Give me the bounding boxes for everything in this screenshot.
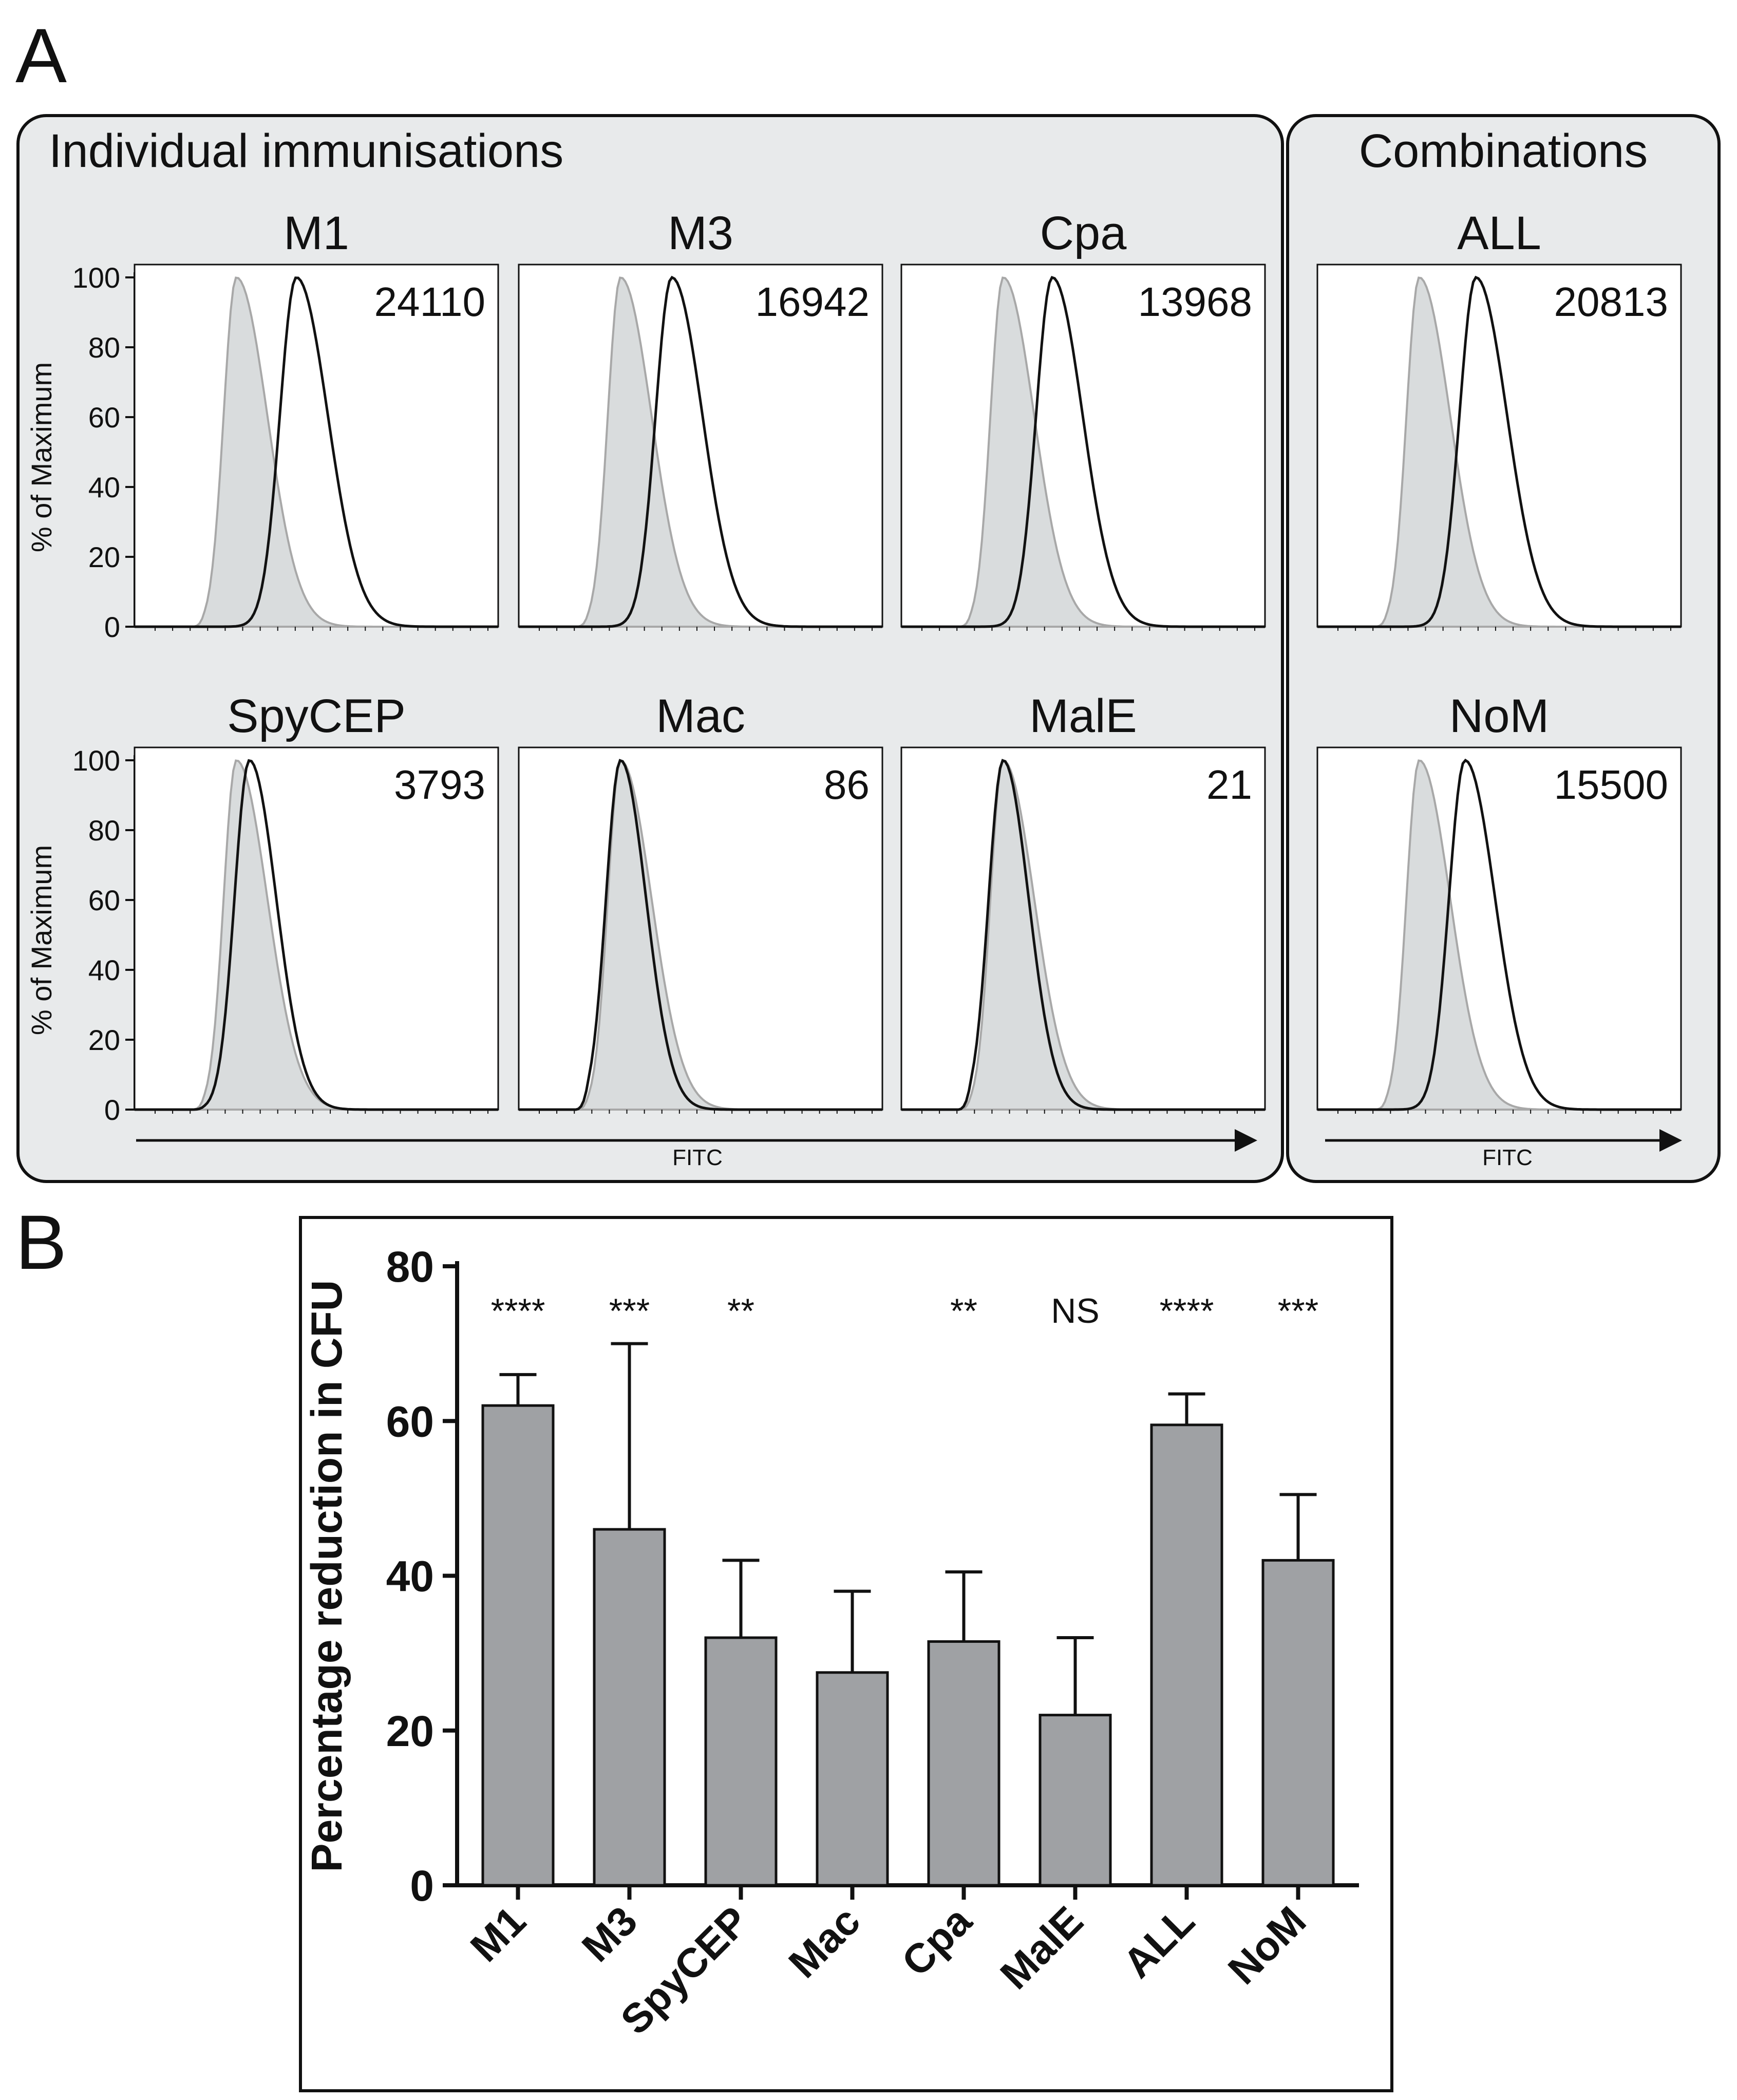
bar-y-tick-label: 0	[410, 1862, 434, 1910]
histogram-value-cpa: 13968	[1138, 279, 1252, 325]
histogram-title-spycep: SpyCEP	[227, 690, 406, 742]
histogram-y-tick-label: 100	[72, 261, 120, 294]
bar-y-tick-label: 80	[386, 1243, 434, 1291]
panel-a-letter: A	[15, 12, 67, 99]
histogram-title-male: MalE	[1029, 690, 1137, 742]
histogram-y-tick-label: 100	[72, 744, 120, 777]
histogram-y-tick-label: 80	[88, 331, 120, 364]
histogram-y-tick-label: 0	[104, 611, 120, 643]
histogram-frame-m3	[518, 264, 883, 628]
significance-label-spycep: **	[727, 1291, 754, 1330]
significance-label-nom: ***	[1278, 1291, 1318, 1330]
histogram-title-m3: M3	[668, 207, 733, 259]
histogram-y-tick-label: 20	[88, 1024, 120, 1056]
bar-all	[1150, 1423, 1223, 1887]
bar-y-tick-label: 60	[386, 1397, 434, 1446]
histogram-value-all: 20813	[1554, 279, 1668, 325]
significance-label-male: NS	[1051, 1291, 1099, 1330]
histogram-value-m3: 16942	[756, 279, 870, 325]
fitc-label-combinations: FITC	[1482, 1145, 1533, 1170]
sample-histogram-cpa	[901, 275, 1265, 628]
bar-spycep	[704, 1636, 778, 1887]
histogram-y-tick-label: 60	[88, 401, 120, 434]
histogram-frame-all	[1316, 264, 1682, 628]
fitc-label-individual: FITC	[672, 1145, 723, 1170]
bar-m3	[593, 1528, 666, 1887]
histogram-frame-male	[900, 746, 1266, 1111]
histogram-y-tick-label: 40	[88, 954, 120, 986]
histogram-y-tick-label: 60	[88, 884, 120, 916]
histogram-y-tick-label: 0	[104, 1094, 120, 1126]
sample-histogram-all	[1317, 275, 1681, 628]
histogram-value-male: 21	[1206, 762, 1252, 808]
histogram-y-label-row1: % of Maximum	[25, 362, 58, 552]
combinations-title: Combinations	[1359, 125, 1648, 177]
sample-histogram-spycep	[135, 759, 498, 1111]
significance-label-m3: ***	[609, 1291, 650, 1330]
bar-male	[1039, 1714, 1112, 1887]
histogram-value-spycep: 3793	[394, 762, 485, 808]
histogram-title-nom: NoM	[1449, 690, 1549, 742]
bar-y-tick-label: 40	[386, 1552, 434, 1601]
bar-y-axis-label: Percentage reduction in CFU	[303, 1280, 351, 1872]
histogram-title-all: ALL	[1457, 207, 1541, 259]
histogram-frame-cpa	[900, 264, 1266, 628]
significance-label-all: ****	[1160, 1291, 1214, 1330]
fitc-arrowhead-combinations	[1659, 1129, 1682, 1152]
significance-label-m1: ****	[491, 1291, 545, 1330]
sample-histogram-mac	[519, 759, 882, 1111]
bar-cpa	[927, 1640, 1000, 1887]
sample-histogram-nom	[1317, 758, 1681, 1111]
bar-y-tick-label: 20	[386, 1707, 434, 1755]
histogram-value-mac: 86	[824, 762, 870, 808]
panel-b-letter: B	[15, 1199, 67, 1285]
histogram-frame-mac	[518, 746, 883, 1111]
histogram-panels: 0 20 40 60 80 100 0 20 40 60 80 100 M1 24110 M3 16942 Cp…	[72, 207, 1682, 1126]
histogram-y-tick-label: 20	[88, 541, 120, 573]
bar-mac	[816, 1671, 889, 1887]
histogram-title-m1: M1	[284, 207, 349, 259]
histogram-y-tick-label: 40	[88, 471, 120, 503]
bar-m1	[481, 1404, 555, 1887]
fitc-arrowhead-individual	[1235, 1129, 1257, 1152]
histogram-title-mac: Mac	[656, 690, 745, 742]
sample-histogram-m3	[519, 275, 882, 628]
histogram-title-cpa: Cpa	[1040, 207, 1127, 259]
histogram-frame-spycep	[134, 746, 499, 1111]
individual-immunisations-title: Individual immunisations	[49, 125, 563, 177]
histogram-value-m1: 24110	[374, 279, 485, 325]
sample-histogram-male	[901, 759, 1265, 1111]
significance-label-cpa: **	[950, 1291, 977, 1330]
histogram-value-nom: 15500	[1554, 762, 1668, 808]
bar-nom	[1261, 1559, 1335, 1887]
sample-histogram-m1	[135, 276, 498, 628]
histogram-y-label-row2: % of Maximum	[25, 845, 58, 1035]
histogram-y-tick-label: 80	[88, 814, 120, 847]
